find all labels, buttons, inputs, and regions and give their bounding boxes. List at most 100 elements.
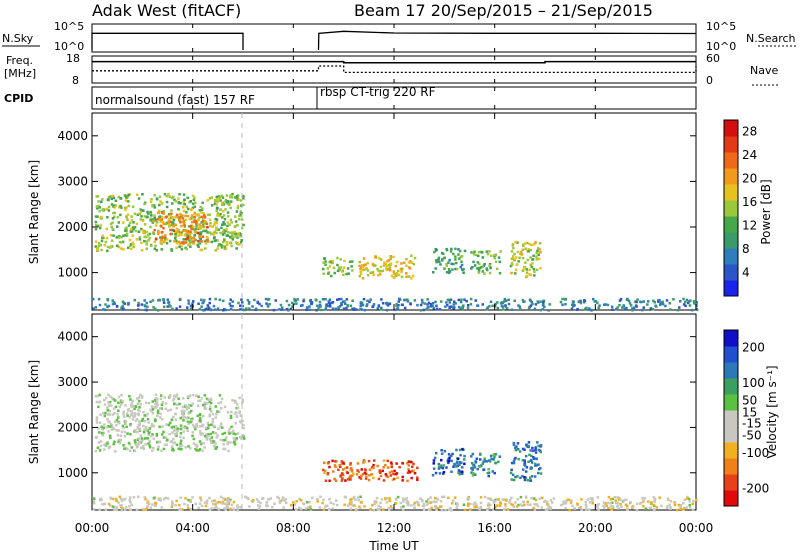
power-cell-7: [393, 308, 397, 312]
power-cell-7: [409, 302, 412, 305]
velocity-cell-0: [128, 449, 132, 452]
power-cell-3: [366, 269, 370, 272]
velocity-cell-2: [447, 459, 450, 463]
power-cell-6: [533, 274, 536, 277]
velocity-cell-5: [653, 500, 656, 503]
power-cell-0: [110, 197, 114, 201]
velocity-ytick-label: 3000: [57, 375, 88, 389]
velocity-cell-5: [456, 504, 459, 507]
power-cell-0: [185, 247, 189, 251]
velocity-cell-5: [111, 505, 115, 508]
power-cell-0: [216, 239, 219, 242]
power-cell-7: [372, 303, 376, 306]
velocity-cell-0: [123, 435, 127, 438]
power-cell-7: [247, 302, 251, 305]
power-cell-2: [339, 266, 343, 269]
power-cell-7: [187, 302, 190, 305]
velocity-cell-0: [103, 403, 107, 406]
velocity-cell-0: [156, 409, 160, 412]
power-cell-7: [537, 301, 540, 304]
freq-frame: [91, 55, 697, 84]
velocity-cell-0: [107, 446, 111, 450]
power-cell-7: [310, 302, 313, 306]
velocity-cell-5: [331, 507, 335, 510]
power-cell-7: [685, 298, 689, 302]
velocity-cell-5: [691, 502, 695, 506]
velocity-cell-3: [497, 460, 500, 464]
power-cell-6: [532, 254, 535, 257]
velocity-cell-0: [180, 409, 184, 413]
velocity-cell-0: [139, 434, 142, 437]
velocity-cell-0: [126, 432, 129, 435]
velocity-cell-5: [591, 497, 594, 500]
power-cell-4: [433, 250, 436, 254]
power-cell-7: [325, 303, 328, 306]
velocity-cell-5: [669, 506, 672, 509]
power-cell-7: [202, 309, 205, 312]
power-cell-0: [234, 196, 237, 199]
velocity-cell-1: [341, 477, 344, 480]
velocity-cell-4: [534, 464, 537, 467]
velocity-cell-5: [184, 497, 187, 500]
power-cell-5: [476, 261, 479, 264]
power-cell-0: [181, 214, 185, 217]
power-cell-0: [102, 208, 105, 211]
power-cell-0: [99, 224, 102, 227]
velocity-cell-5: [449, 506, 452, 510]
velocity-cell-5: [387, 506, 390, 510]
power-cell-1: [157, 211, 160, 215]
power-cell-7: [597, 306, 600, 310]
power-cell-6: [510, 271, 513, 275]
power-cell-7: [489, 300, 493, 303]
velocity-cell-1: [345, 466, 349, 469]
velocity-cell-5: [142, 507, 145, 511]
velocity-cell-5: [229, 507, 232, 511]
power-cell-0: [122, 248, 125, 251]
power-cell-2: [327, 272, 330, 275]
power-cell-0: [143, 231, 147, 235]
power-cell-6: [509, 264, 513, 268]
power-cell-5: [489, 266, 492, 270]
power-cell-7: [416, 303, 419, 307]
x-tick-label: 08:00: [276, 521, 311, 535]
velocity-cell-5: [489, 498, 493, 501]
power-cell-0: [201, 201, 204, 205]
velocity-cell-4: [523, 461, 527, 464]
velocity-cell-5: [434, 507, 437, 510]
velocity-cell-1: [407, 464, 410, 467]
power-cell-0: [204, 247, 207, 250]
velocity-cell-5: [669, 507, 672, 510]
power-cell-1: [177, 240, 181, 244]
velocity-cell-5: [329, 501, 332, 504]
velocity-cell-0: [138, 406, 141, 409]
power-cell-0: [219, 199, 222, 202]
power-cell-3: [377, 269, 380, 272]
velocity-cell-5: [613, 496, 617, 499]
velocity-cell-2: [442, 471, 446, 474]
velocity-cell-5: [429, 501, 433, 504]
power-cell-7: [112, 301, 116, 304]
velocity-cell-3: [494, 453, 498, 456]
velocity-cell-0: [148, 427, 151, 430]
velocity-cell-0: [182, 397, 185, 400]
velocity-cell-0: [131, 399, 134, 403]
power-cell-4: [450, 262, 453, 266]
velocity-cell-5: [186, 507, 190, 510]
velocity-cell-0: [129, 398, 132, 401]
power-cell-2: [342, 273, 345, 277]
power-cell-7: [541, 308, 544, 311]
power-cell-2: [323, 257, 326, 260]
velocity-cell-5: [529, 503, 532, 506]
power-cell-1: [169, 228, 172, 232]
velocity-cell-4: [527, 444, 530, 448]
velocity-cell-0: [106, 413, 110, 416]
velocity-cell-0: [241, 434, 244, 437]
power-cell-0: [154, 244, 157, 248]
velocity-cell-4: [538, 449, 542, 452]
velocity-cell-0: [122, 426, 125, 430]
power-cell-0: [199, 235, 202, 238]
velocity-cell-5: [226, 500, 229, 504]
power-cell-0: [149, 244, 153, 247]
velocity-cell-5: [349, 501, 352, 504]
velocity-cell-0: [159, 416, 162, 419]
